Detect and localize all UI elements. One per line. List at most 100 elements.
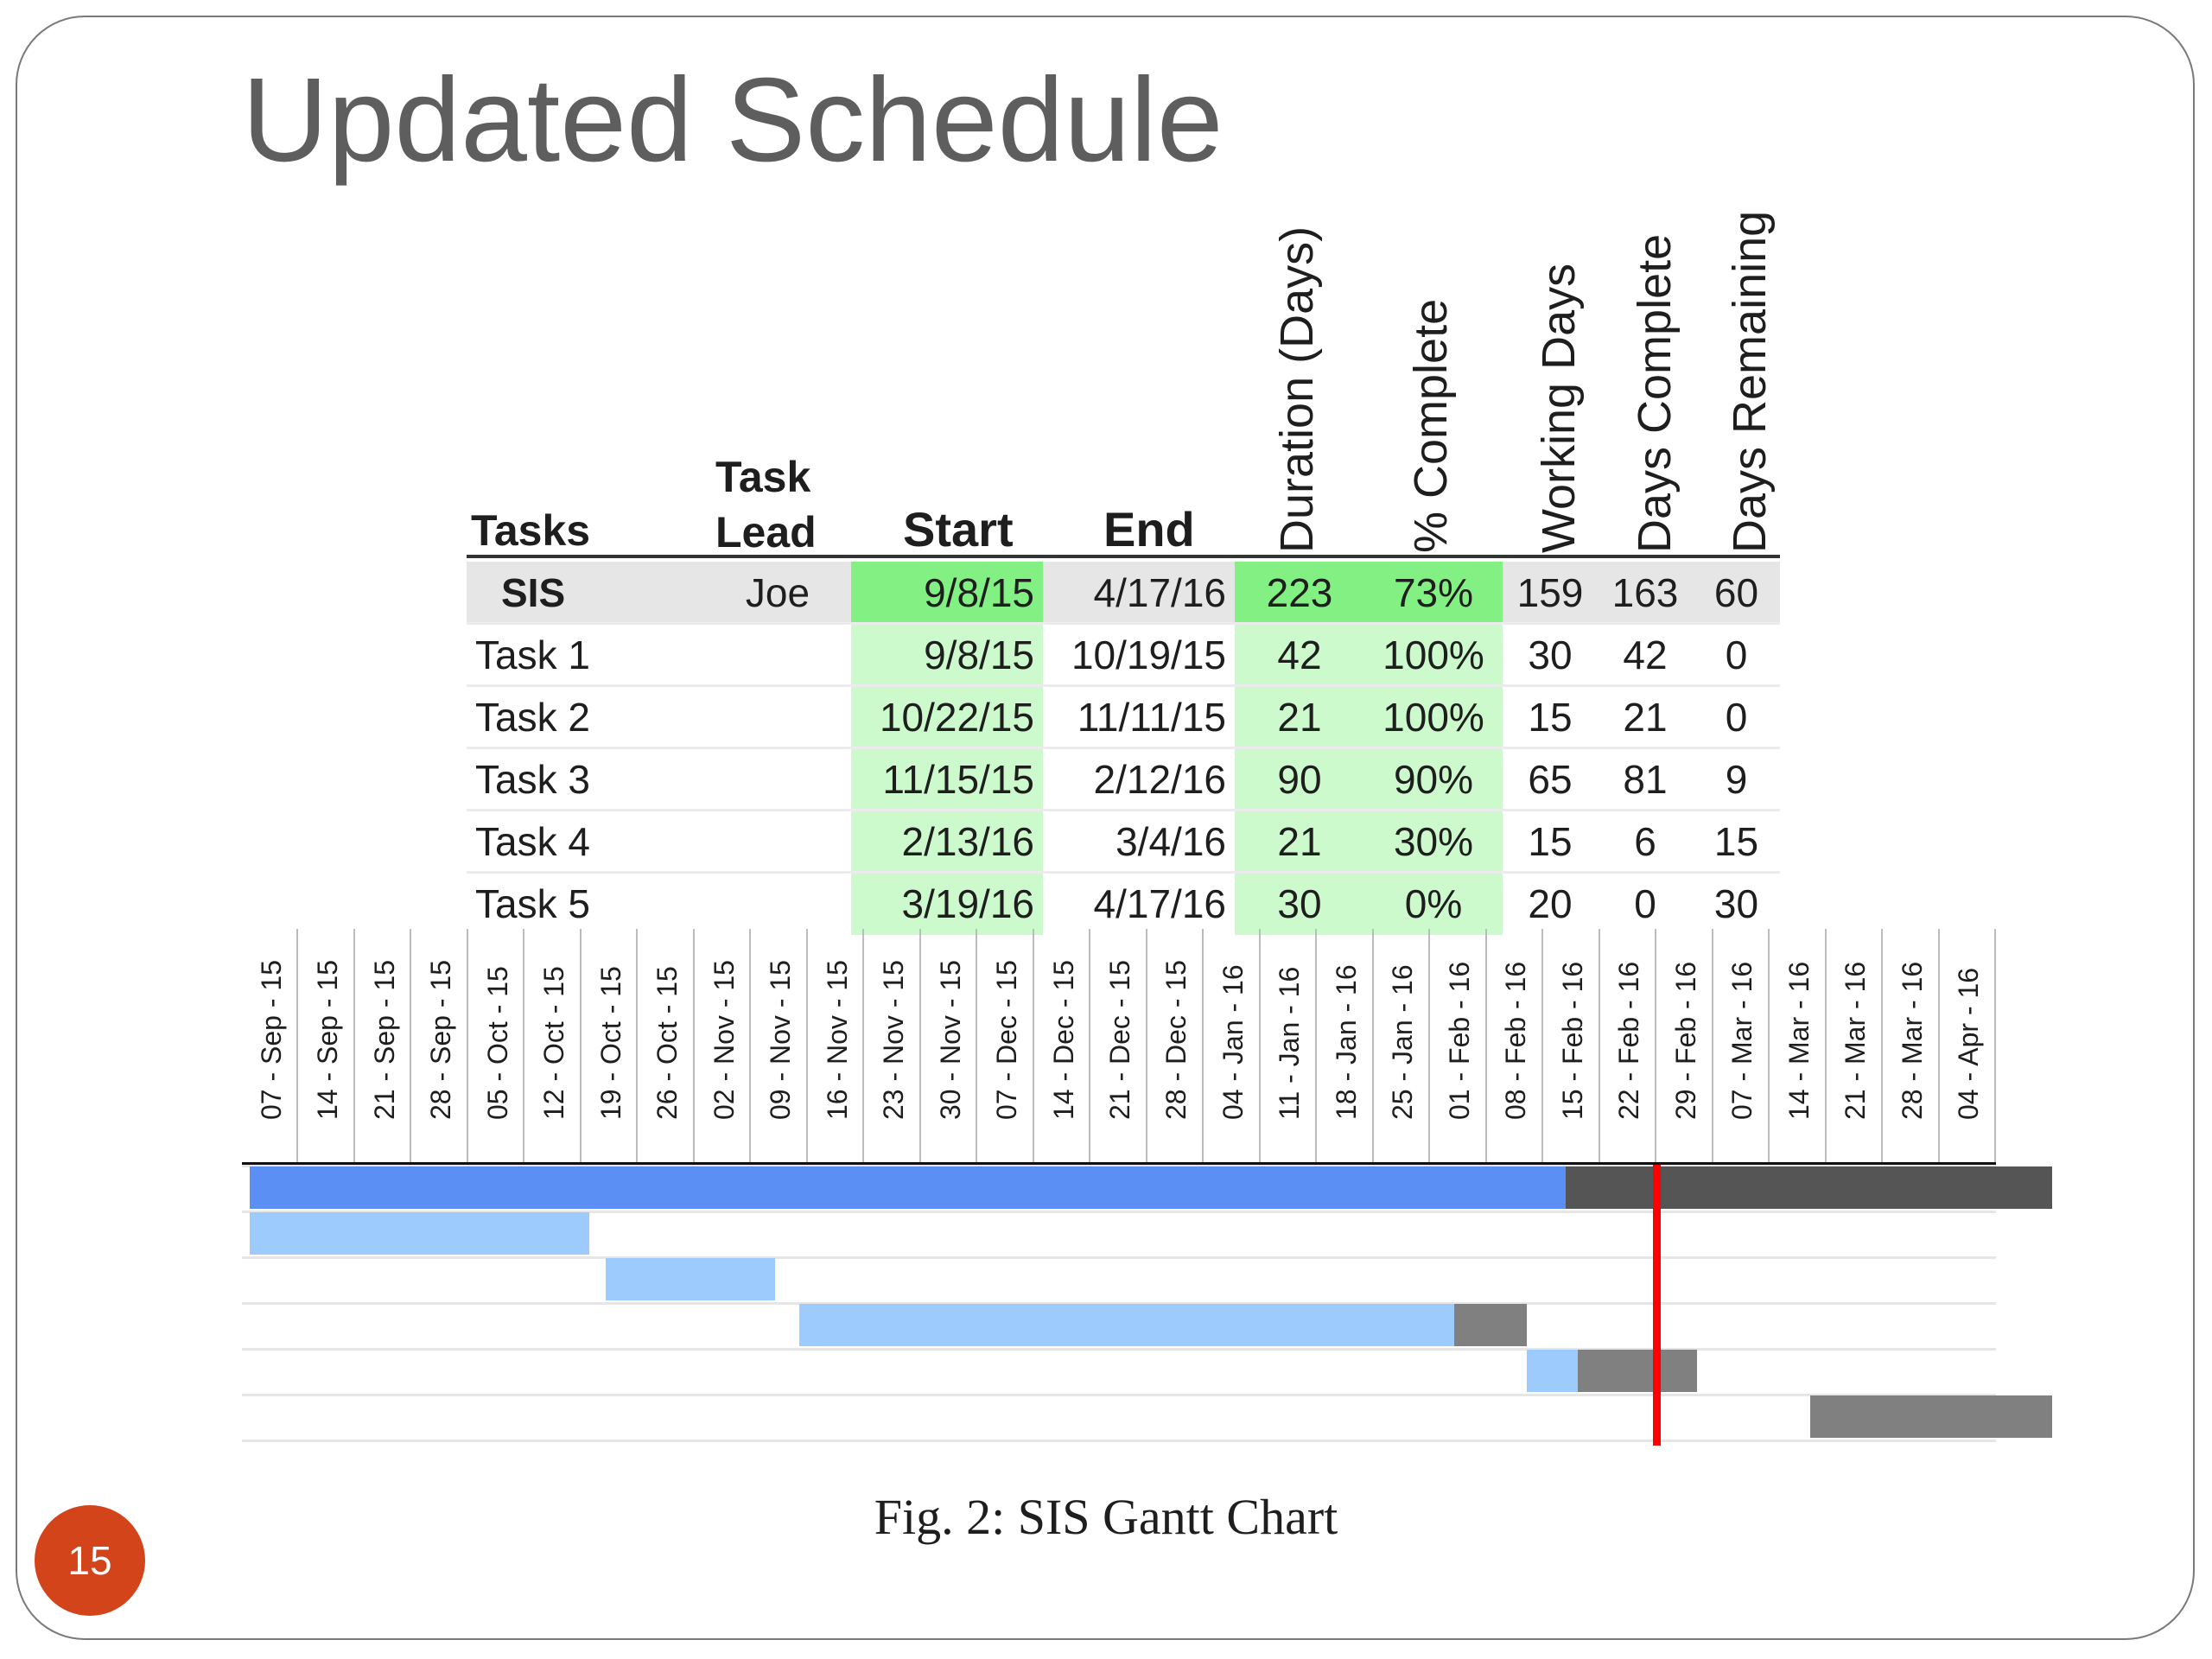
cell-start: 10/22/15 [851, 686, 1043, 748]
row-separator [467, 622, 1780, 625]
cell-lead [713, 748, 834, 810]
week-label: 07 - Sep - 15 [255, 960, 287, 1120]
gantt-bar-remaining [1578, 1350, 1697, 1392]
cell-pct-complete: 73% [1364, 562, 1503, 624]
week-column: 18 - Jan - 16 [1317, 929, 1374, 1162]
week-label: 01 - Feb - 16 [1443, 961, 1475, 1120]
week-label: 02 - Nov - 15 [708, 960, 740, 1120]
cell-days-complete: 42 [1623, 632, 1668, 677]
header-end: End [1103, 502, 1195, 556]
cell-task: Task 4 [475, 819, 590, 864]
cell-working-days: 30 [1528, 632, 1573, 677]
timeline-header: 07 - Sep - 15 14 - Sep - 15 21 - Sep - 15 2… [242, 929, 1996, 1162]
week-column: 07 - Sep - 15 [242, 929, 299, 1162]
week-column: 14 - Dec - 15 [1034, 929, 1091, 1162]
week-label: 28 - Mar - 16 [1896, 961, 1928, 1120]
cell-end: 11/11/15 [1077, 695, 1226, 740]
cell-days-complete: 81 [1623, 757, 1668, 802]
header-task-lead: Task Lead [715, 449, 817, 560]
header-task-lead-line2: Lead [715, 508, 817, 556]
cell-working-days: 15 [1528, 819, 1573, 864]
table-row: Task 1 9/8/15 10/19/15 42 100% 30 42 0 [467, 624, 1780, 686]
week-column: 07 - Dec - 15 [977, 929, 1034, 1162]
week-label: 14 - Sep - 15 [312, 960, 344, 1120]
cell-pct-complete: 100% [1364, 624, 1503, 686]
cell-days-remaining: 0 [1725, 632, 1748, 677]
gantt-row-line [242, 1348, 1996, 1351]
cell-task: Task 3 [475, 757, 590, 802]
cell-days-remaining: 0 [1725, 695, 1748, 740]
cell-days-remaining: 15 [1713, 819, 1759, 864]
cell-duration: 90 [1235, 748, 1364, 810]
week-column: 04 - Apr - 16 [1940, 929, 1996, 1162]
week-column: 09 - Nov - 15 [751, 929, 808, 1162]
cell-days-complete: 163 [1611, 570, 1679, 615]
gantt-bar-complete [605, 1258, 776, 1300]
header-tasks: Tasks [471, 506, 591, 555]
cell-lead: Joe [745, 570, 810, 615]
week-label: 15 - Feb - 16 [1556, 961, 1588, 1120]
gantt-row-line [242, 1165, 1996, 1167]
cell-days-complete: 6 [1634, 819, 1656, 864]
week-label: 25 - Jan - 16 [1387, 964, 1419, 1120]
header-working-days: Working Days [1533, 263, 1585, 553]
cell-start: 2/13/16 [851, 810, 1043, 873]
week-column: 05 - Oct - 15 [468, 929, 525, 1162]
table-row: Task 4 2/13/16 3/4/16 21 30% 15 6 15 [467, 810, 1780, 873]
week-column: 11 - Jan - 16 [1261, 929, 1318, 1162]
cell-task: Task 2 [475, 695, 590, 740]
week-label: 16 - Nov - 15 [821, 960, 853, 1120]
week-label: 29 - Feb - 16 [1669, 961, 1701, 1120]
week-column: 30 - Nov - 15 [921, 929, 978, 1162]
slide-title: Updated Schedule [242, 54, 1224, 187]
week-column: 16 - Nov - 15 [808, 929, 865, 1162]
week-column: 26 - Oct - 15 [638, 929, 695, 1162]
cell-days-remaining: 30 [1713, 881, 1759, 926]
gantt-row-line [242, 1302, 1996, 1305]
week-label: 30 - Nov - 15 [934, 960, 966, 1120]
week-column: 12 - Oct - 15 [524, 929, 582, 1162]
gantt-chart [242, 1165, 2053, 1450]
cell-working-days: 15 [1528, 695, 1573, 740]
header-start: Start [903, 502, 1014, 556]
week-label: 12 - Oct - 15 [538, 966, 570, 1120]
gantt-bar-complete [1527, 1350, 1579, 1392]
cell-days-remaining: 60 [1713, 570, 1759, 615]
week-label: 21 - Sep - 15 [368, 960, 400, 1120]
gantt-bar-remaining [1454, 1304, 1528, 1346]
week-column: 15 - Feb - 16 [1543, 929, 1600, 1162]
cell-lead [713, 686, 834, 748]
header-duration: Duration (Days) [1271, 226, 1323, 553]
week-label: 23 - Nov - 15 [878, 960, 910, 1120]
week-column: 28 - Dec - 15 [1147, 929, 1205, 1162]
gantt-row-line [242, 1256, 1996, 1259]
week-label: 07 - Dec - 15 [991, 960, 1023, 1120]
week-column: 28 - Sep - 15 [411, 929, 468, 1162]
header-days-remaining: Days Remaining [1724, 210, 1776, 553]
gantt-row-line [242, 1211, 1996, 1213]
cell-pct-complete: 90% [1364, 748, 1503, 810]
cell-start: 9/8/15 [851, 562, 1043, 624]
today-marker [1653, 1165, 1662, 1446]
header-days-complete: Days Complete [1629, 233, 1681, 553]
cell-end: 3/4/16 [1116, 819, 1226, 864]
figure-caption: Fig. 2: SIS Gantt Chart [874, 1489, 1338, 1545]
cell-duration: 30 [1235, 873, 1364, 935]
gantt-row-line [242, 1394, 1996, 1396]
week-label: 08 - Feb - 16 [1500, 961, 1532, 1120]
cell-duration: 21 [1235, 810, 1364, 873]
week-label: 05 - Oct - 15 [481, 966, 513, 1120]
cell-task: SIS [501, 570, 566, 615]
gantt-bar-remaining [1566, 1166, 2053, 1209]
gantt-row-line [242, 1440, 1996, 1442]
week-label: 21 - Dec - 15 [1103, 960, 1135, 1120]
week-label: 18 - Jan - 16 [1330, 964, 1362, 1120]
row-separator [467, 684, 1780, 687]
week-column: 02 - Nov - 15 [695, 929, 752, 1162]
cell-lead [713, 810, 834, 873]
table-row: Task 3 11/15/15 2/12/16 90 90% 65 81 9 [467, 748, 1780, 810]
row-separator [467, 809, 1780, 811]
week-column: 23 - Nov - 15 [864, 929, 921, 1162]
week-column: 25 - Jan - 16 [1374, 929, 1431, 1162]
cell-pct-complete: 0% [1364, 873, 1503, 935]
